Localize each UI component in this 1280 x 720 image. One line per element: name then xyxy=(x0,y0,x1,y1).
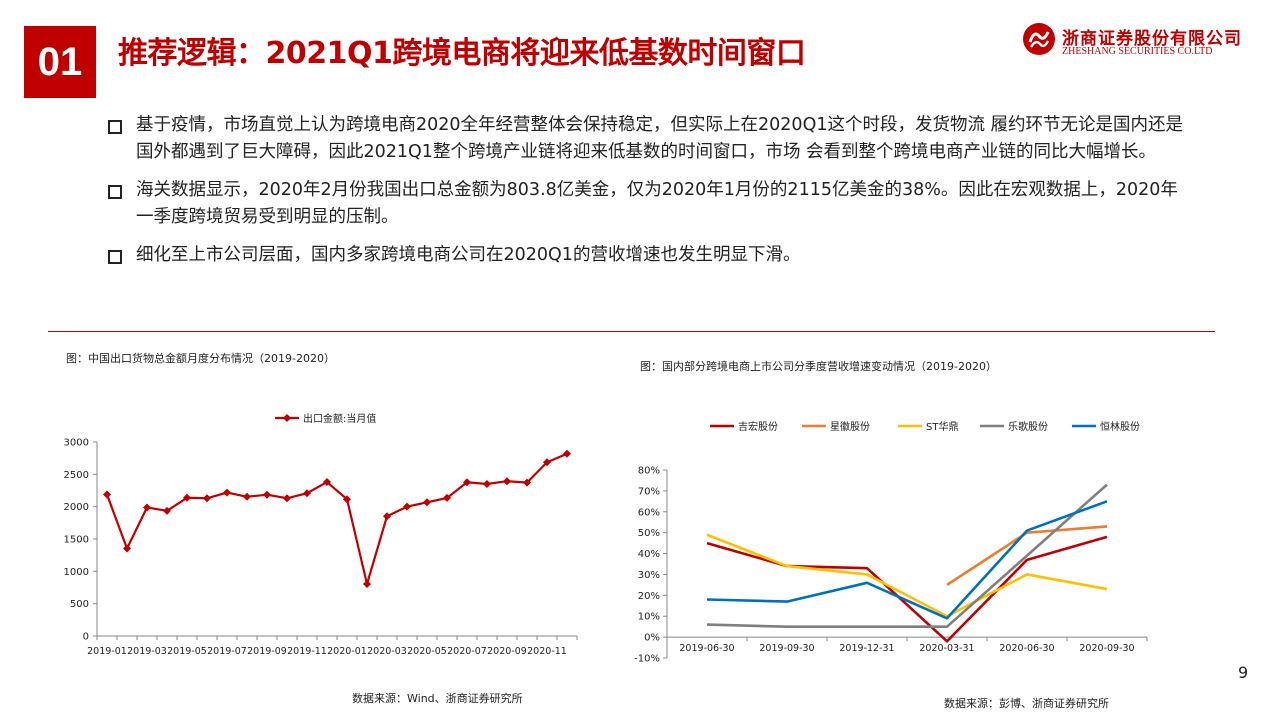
x-tick-label: 2019-09 xyxy=(247,646,287,657)
legend-label: 出口金额:当月值 xyxy=(303,412,376,425)
section-divider xyxy=(48,331,1215,332)
y-tick-label: 1000 xyxy=(64,567,89,578)
x-tick-label: 2020-11 xyxy=(527,646,567,657)
data-point-marker xyxy=(443,493,451,502)
x-tick-label: 2019-06-30 xyxy=(679,643,734,654)
y-tick-label: -10% xyxy=(634,654,660,665)
x-tick-label: 2020-06-30 xyxy=(999,643,1054,654)
section-number-badge: 01 xyxy=(24,26,96,98)
y-tick-label: 0 xyxy=(83,632,89,643)
x-tick-label: 2019-12-31 xyxy=(839,643,894,654)
legend-label: 恒林股份 xyxy=(1100,420,1140,433)
data-point-marker xyxy=(183,493,191,502)
y-tick-label: 70% xyxy=(638,486,660,497)
bullet-text: 细化至上市公司层面，国内多家跨境电商公司在2020Q1的营收增速也发生明显下滑。 xyxy=(136,245,801,265)
data-point-marker xyxy=(423,498,431,507)
data-point-marker xyxy=(263,490,271,499)
legend-label: ST华鼎 xyxy=(926,420,958,433)
x-tick-label: 2020-07 xyxy=(447,646,487,657)
x-tick-label: 2019-09-30 xyxy=(759,643,814,654)
y-tick-label: 0% xyxy=(644,633,660,644)
bullet-item: 基于疫情，市场直觉上认为跨境电商2020全年经营整体会保持稳定，但实际上在202… xyxy=(106,112,1186,166)
series-line xyxy=(946,525,1108,586)
revenue-growth-line-chart: -10% 0% 10% 20% 30% 40% 50% 60% 70% 80% 2019-06-30… xyxy=(634,420,1148,665)
bullet-square-icon xyxy=(108,250,122,264)
bullet-square-icon xyxy=(108,185,122,199)
data-point-marker xyxy=(503,477,511,486)
y-tick-label: 2000 xyxy=(64,502,89,513)
y-tick-label: 40% xyxy=(638,549,660,560)
series-line xyxy=(105,452,568,589)
data-point-marker xyxy=(323,478,331,487)
x-tick-label: 2020-09 xyxy=(487,646,527,657)
bullet-square-icon xyxy=(108,120,122,134)
data-point-marker xyxy=(223,488,231,497)
logo-english-name: ZHESHANG SECURITIES CO.LTD xyxy=(1062,46,1213,57)
x-tick-label: 2020-03 xyxy=(367,646,407,657)
data-point-marker xyxy=(483,479,491,488)
legend-label: 星徽股份 xyxy=(830,420,870,433)
x-tick-label: 2020-05 xyxy=(407,646,447,657)
data-point-marker xyxy=(163,506,171,515)
y-tick-label: 3000 xyxy=(64,438,89,449)
bullet-text: 海关数据显示，2020年2月份我国出口总金额为803.8亿美金，仅为2020年1… xyxy=(136,180,1178,227)
x-tick-label: 2019-07 xyxy=(207,646,247,657)
x-tick-label: 2020-01 xyxy=(327,646,367,657)
data-point-marker xyxy=(383,512,391,521)
data-point-marker xyxy=(143,503,151,512)
data-point-marker xyxy=(463,478,471,487)
y-tick-label: 2500 xyxy=(64,470,89,481)
x-tick-label: 2020-03-31 xyxy=(919,643,974,654)
bullet-item: 海关数据显示，2020年2月份我国出口总金额为803.8亿美金，仅为2020年1… xyxy=(106,177,1186,231)
right-chart-caption: 图：国内部分跨境电商上市公司分季度营收增速变动情况（2019-2020） xyxy=(640,360,997,373)
left-chart-caption: 图：中国出口货物总金额月度分布情况（2019-2020） xyxy=(66,352,335,365)
x-tick-label: 2019-11 xyxy=(287,646,327,657)
y-tick-label: 50% xyxy=(638,528,660,539)
legend-label: 吉宏股份 xyxy=(738,420,778,433)
data-point-marker xyxy=(543,458,551,467)
y-tick-label: 80% xyxy=(638,466,660,477)
x-tick-label: 2019-03 xyxy=(127,646,167,657)
legend-label: 乐歌股份 xyxy=(1008,420,1048,433)
bullet-text: 基于疫情，市场直觉上认为跨境电商2020全年经营整体会保持稳定，但实际上在202… xyxy=(136,115,1184,162)
data-point-marker xyxy=(523,478,531,487)
logo-chinese-name: 浙商证券股份有限公司 xyxy=(1062,29,1242,49)
y-tick-label: 60% xyxy=(638,507,660,518)
legend-marker-icon xyxy=(283,414,291,422)
y-tick-label: 1500 xyxy=(64,535,89,546)
page-number: 9 xyxy=(1238,663,1249,682)
y-tick-label: 500 xyxy=(70,599,89,610)
data-point-marker xyxy=(123,544,131,553)
series-line xyxy=(706,483,1108,628)
bullet-list: 基于疫情，市场直觉上认为跨境电商2020全年经营整体会保持稳定，但实际上在202… xyxy=(106,112,1186,280)
series-line xyxy=(706,533,1108,618)
page-title: 推荐逻辑：2021Q1跨境电商将迎来低基数时间窗口 xyxy=(118,36,806,71)
data-point-marker xyxy=(243,492,251,501)
x-tick-label: 2019-05 xyxy=(167,646,207,657)
zheshang-logo-icon xyxy=(1023,23,1055,55)
data-point-marker xyxy=(103,490,111,499)
bullet-item: 细化至上市公司层面，国内多家跨境电商公司在2020Q1的营收增速也发生明显下滑。 xyxy=(106,242,1186,269)
right-chart-source: 数据来源：彭博、浙商证券研究所 xyxy=(944,697,1109,710)
data-point-marker xyxy=(343,495,351,504)
data-point-marker xyxy=(303,489,311,498)
data-point-marker xyxy=(403,502,411,511)
y-tick-label: 20% xyxy=(638,591,660,602)
data-point-marker xyxy=(203,494,211,503)
left-chart-source: 数据来源：Wind、浙商证券研究所 xyxy=(352,692,523,705)
data-point-marker xyxy=(283,494,291,503)
y-tick-label: 10% xyxy=(638,612,660,623)
data-point-marker xyxy=(363,580,371,589)
y-tick-label: 30% xyxy=(638,570,660,581)
series-line xyxy=(706,500,1108,620)
data-point-marker xyxy=(563,449,571,458)
x-tick-label: 2020-09-30 xyxy=(1079,643,1134,654)
x-tick-label: 2019-01 xyxy=(87,646,127,657)
company-logo: 浙商证券股份有限公司 ZHESHANG SECURITIES CO.LTD xyxy=(1022,22,1252,62)
